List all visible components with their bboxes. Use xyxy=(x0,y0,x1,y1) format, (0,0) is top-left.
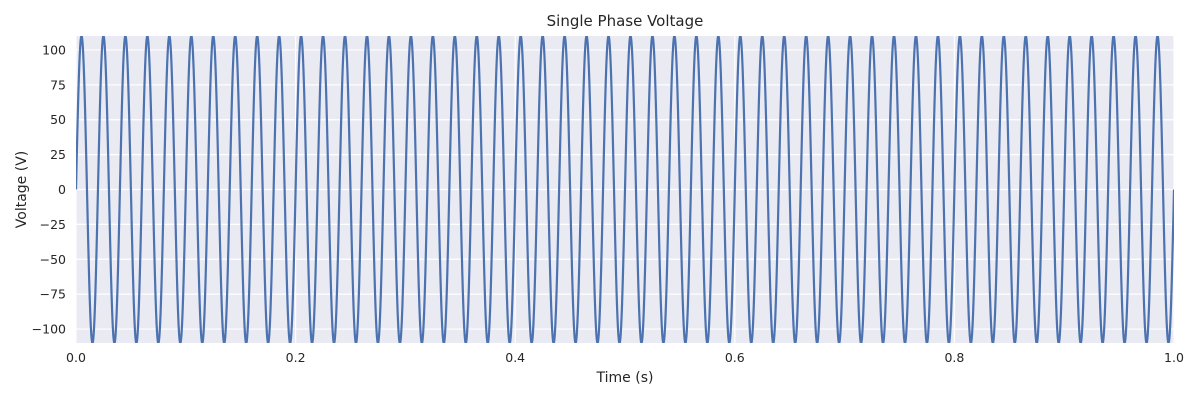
x-tick-label: 0.8 xyxy=(944,350,964,365)
voltage-series-line-0 xyxy=(76,36,1174,343)
y-tick-label: −50 xyxy=(40,252,66,267)
y-tick-label: 75 xyxy=(50,77,66,92)
x-tick-label: 0.2 xyxy=(286,350,306,365)
x-tick-label: 0.4 xyxy=(505,350,525,365)
y-axis-label: Voltage (V) xyxy=(14,151,30,228)
y-tick-label: −100 xyxy=(32,322,66,337)
y-tick-label: −75 xyxy=(40,287,66,302)
y-tick-label: 25 xyxy=(50,147,66,162)
y-tick-labels: −100 −75 −50 −25 0 25 50 75 100 xyxy=(32,42,66,336)
x-tick-label: 0.6 xyxy=(725,350,745,365)
chart-title: Single Phase Voltage xyxy=(547,12,704,30)
x-tick-label: 0.0 xyxy=(66,350,86,365)
y-tick-label: 50 xyxy=(50,112,66,127)
series-layer xyxy=(76,36,1174,343)
x-tick-labels: 0.0 0.2 0.4 0.6 0.8 1.0 xyxy=(66,350,1184,365)
y-tick-label: −25 xyxy=(40,217,66,232)
x-axis-label: Time (s) xyxy=(596,370,654,386)
y-tick-label: 0 xyxy=(58,182,66,197)
x-tick-label: 1.0 xyxy=(1164,350,1184,365)
y-tick-label: 100 xyxy=(42,42,66,57)
